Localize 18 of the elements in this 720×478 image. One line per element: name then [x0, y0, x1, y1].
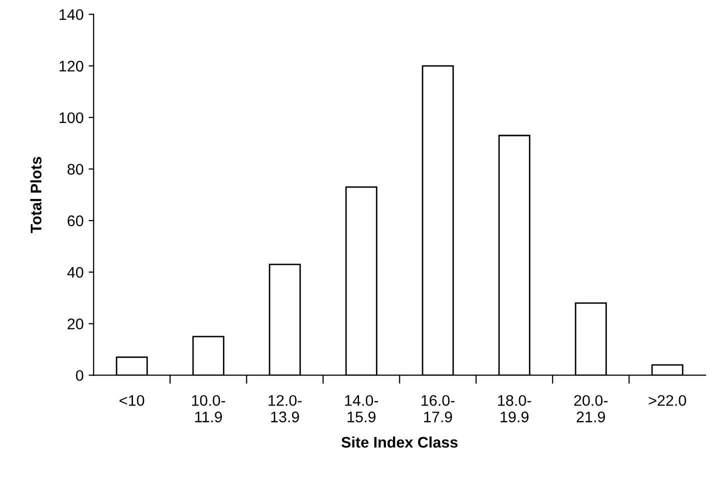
y-tick-label: 0: [76, 370, 84, 381]
x-tick-label: 16.0- 17.9: [422, 395, 455, 422]
y-axis-title: Total Plots: [30, 156, 42, 234]
x-tick-label: 12.0- 13.9: [268, 395, 302, 422]
x-axis-title: Site Index Class: [341, 436, 458, 448]
y-tick-label: 60: [68, 215, 84, 226]
y-tick-label: 40: [67, 266, 84, 278]
x-tick-label: 20.0- 21.9: [574, 395, 608, 422]
x-tick-label: 18.0- 19.9: [498, 395, 532, 422]
x-tick-label: >22.0: [648, 395, 686, 406]
y-tick-label: 120: [60, 60, 84, 72]
x-tick-label: <10: [120, 395, 144, 406]
y-tick-label: 20: [68, 318, 84, 330]
y-tick-label: 80: [68, 164, 84, 175]
y-tick-label: 140: [60, 9, 84, 20]
x-tick-label: 10.0- 11.9: [192, 395, 226, 422]
y-tick-label: 100: [60, 112, 84, 124]
x-tick-label: 14.0- 15.9: [345, 395, 378, 422]
